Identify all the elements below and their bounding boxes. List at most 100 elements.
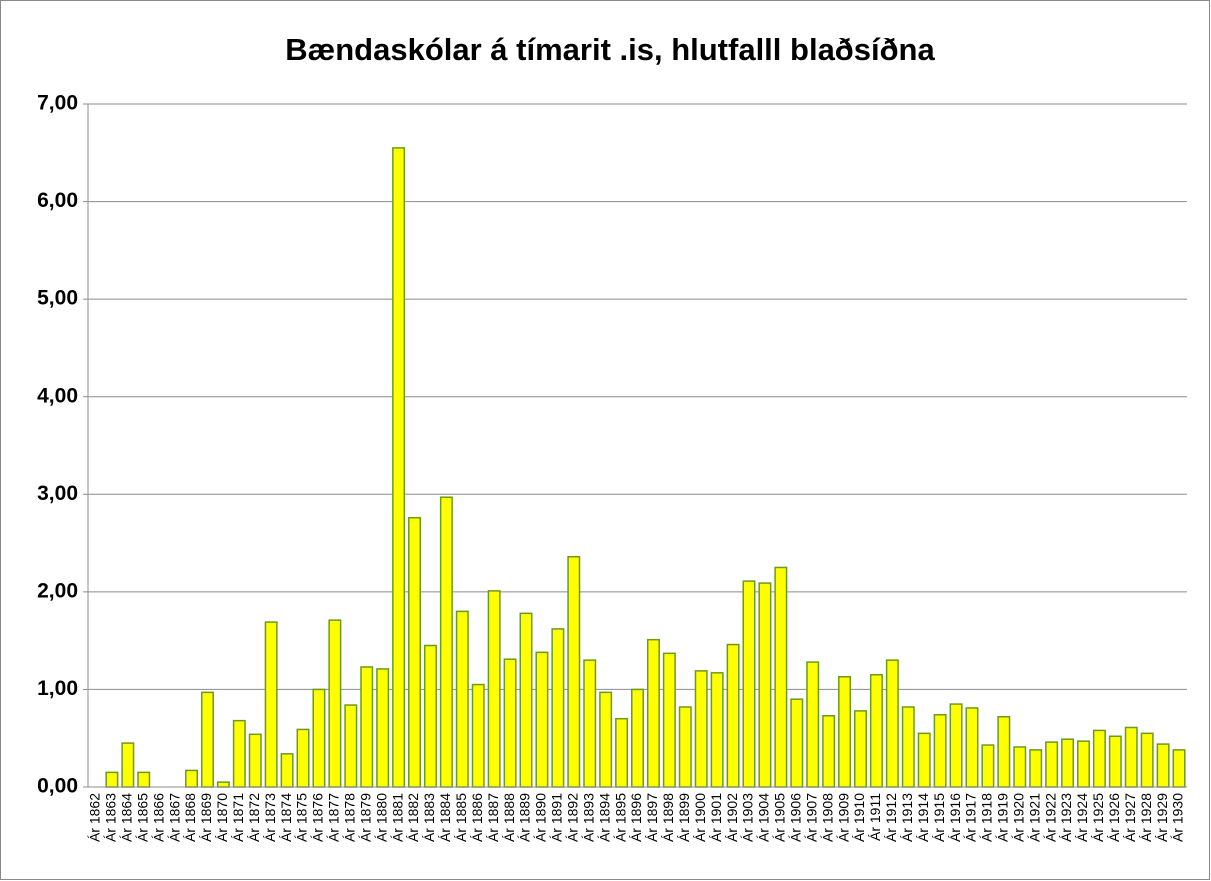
y-tick-label: 5,00 [37,287,78,310]
x-tick-label: Ár 1873 [262,793,278,842]
bar [423,644,437,788]
bar [1061,738,1075,788]
bar [1108,735,1122,788]
bar [1124,726,1138,788]
bar [997,715,1011,788]
x-tick-label: Ár 1863 [103,793,119,842]
bar [487,590,501,788]
y-tick-label: 0,00 [37,775,78,798]
bar [264,621,278,788]
x-tick-label: Ár 1913 [899,793,915,842]
x-tick-label: Ár 1905 [772,793,788,842]
x-tick-label: Ár 1923 [1058,793,1074,842]
bar [216,781,230,788]
y-tick-label: 4,00 [37,384,78,407]
x-tick-label: Ár 1871 [230,793,246,842]
x-tick-label: Ár 1894 [596,793,612,842]
bar [280,753,294,788]
x-tick-label: Ár 1893 [580,793,596,842]
x-tick-label: Ár 1881 [389,793,405,842]
x-tick-label: Ár 1911 [867,793,883,841]
x-tick-label: Ár 1912 [883,793,899,842]
x-tick-label: Ár 1906 [787,793,803,842]
x-tick-label: Ár 1928 [1138,793,1154,842]
x-tick-label: Ár 1887 [485,793,501,842]
bar [869,674,883,788]
bar [503,658,517,788]
bar [296,728,310,788]
x-tick-label: Ár 1916 [947,793,963,842]
bar [933,714,947,788]
x-tick-label: Ár 1907 [803,793,819,842]
x-tick-label: Ár 1897 [644,793,660,842]
x-tick-label: Ár 1901 [708,793,724,842]
bar [105,771,119,788]
bar [694,670,708,788]
bar [328,619,342,788]
bar [360,666,374,788]
bar [901,706,915,788]
bar [854,710,867,788]
x-tick-label: Ár 1868 [182,793,198,842]
x-tick-label: Ár 1876 [310,793,326,842]
x-tick-label: Ár 1903 [740,793,756,842]
bar [344,704,358,788]
x-tick-label: Ár 1904 [756,793,772,842]
bar [1076,740,1090,788]
x-tick-label: Ár 1866 [150,793,166,842]
bar [949,703,963,788]
bar [981,744,995,788]
x-tick-label: Ár 1930 [1170,793,1186,842]
x-tick-label: Ár 1869 [198,793,214,842]
x-tick-label: Ár 1908 [819,793,835,842]
bar [1029,749,1043,788]
y-tick-label: 7,00 [37,92,78,115]
x-tick-label: Ár 1918 [979,793,995,842]
bar [519,612,533,788]
bar [455,610,469,788]
bar [838,675,852,788]
bar [1013,746,1027,788]
bar [392,147,406,788]
bar [790,698,804,788]
x-tick-label: Ár 1927 [1122,793,1138,842]
x-tick-label: Ár 1891 [549,793,565,842]
bar [248,733,262,788]
bar [965,707,979,788]
bar [1140,732,1154,788]
bar [376,668,390,788]
x-tick-label: Ár 1888 [501,793,517,842]
x-tick-label: Ár 1920 [1010,793,1026,842]
x-tick-label: Ár 1917 [963,793,979,842]
x-tick-label: Ár 1921 [1026,793,1042,842]
bar [121,742,135,788]
bar [917,732,931,788]
x-tick-label: Ár 1878 [342,793,358,842]
x-tick-label: Ár 1929 [1154,793,1170,842]
x-tick-label: Ár 1922 [1042,793,1058,842]
bar [822,715,836,788]
bar [662,652,676,788]
bar [232,719,246,788]
x-tick-label: Ár 1875 [294,793,310,842]
x-tick-label: Ár 1862 [87,793,103,842]
bar [185,769,199,788]
bar [631,688,644,788]
x-tick-label: Ár 1872 [246,793,262,842]
x-tick-label: Ár 1896 [628,793,644,842]
bar [646,638,660,788]
x-tick-label: Ár 1898 [660,793,676,842]
bar [710,672,724,788]
x-tick-label: Ár 1864 [119,793,135,842]
bar [408,516,421,788]
x-tick-label: Ár 1884 [437,793,453,842]
x-tick-label: Ár 1867 [166,793,182,842]
x-tick-label: Ár 1874 [278,793,294,842]
x-tick-label: Ár 1902 [724,793,740,842]
x-tick-label: Ár 1886 [469,793,485,842]
bar [535,651,549,788]
bar [1045,741,1059,788]
bar [885,659,899,788]
x-tick-label: Ár 1909 [835,793,851,842]
y-tick-label: 1,00 [37,677,78,700]
